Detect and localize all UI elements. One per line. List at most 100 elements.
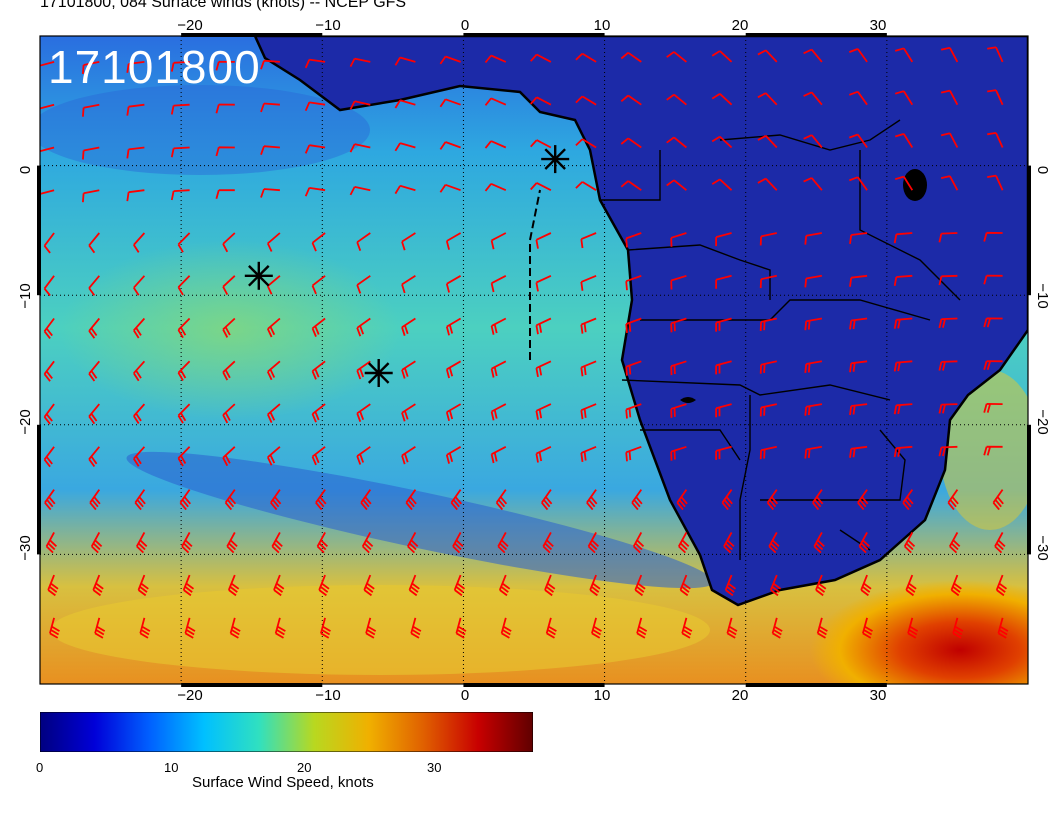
left-tick-labels: 0 −10 −20 −30 [17, 166, 34, 561]
wind-barb [484, 97, 507, 106]
wind-barb [987, 174, 1004, 191]
wind-barb [631, 489, 643, 511]
wind-barb [586, 489, 598, 511]
top-tick-label: −10 [315, 17, 340, 34]
wind-barb [401, 403, 416, 422]
wind-barb [401, 317, 416, 336]
wind-barb [490, 403, 507, 421]
wind-barb [315, 489, 327, 511]
wind-barb [676, 489, 688, 511]
wind-barb [215, 146, 235, 157]
wind-barb [666, 51, 687, 63]
wind-barb [893, 360, 913, 372]
wind-barb [759, 403, 777, 417]
wind-barb [356, 275, 371, 294]
wind-barb [88, 446, 100, 468]
bottom-tick-label: 20 [732, 687, 749, 700]
colorbar-gradient [39, 711, 534, 753]
wind-barb [133, 232, 146, 253]
wind-barb [625, 232, 642, 248]
wind-barb [349, 143, 371, 153]
wind-barb [177, 446, 191, 467]
wind-barb [139, 617, 151, 639]
left-tick-label: 0 [17, 166, 34, 174]
colorbar-title: Surface Wind Speed, knots [192, 774, 374, 791]
map-panel: −20 −10 0 10 20 30 −20 −10 0 10 20 30 0 … [17, 17, 1051, 700]
wind-barb [715, 317, 732, 332]
map-title: 17101800, 084 Surface winds (knots) -- N… [40, 0, 407, 11]
wind-barb [541, 489, 553, 511]
wind-barb [952, 617, 964, 639]
wind-barb [893, 232, 913, 244]
wind-barb [759, 360, 777, 374]
right-tick-labels: 0 −10 −20 −30 [1034, 166, 1051, 561]
wind-barb [133, 275, 146, 296]
wind-barb [179, 489, 191, 511]
wind-barb [715, 360, 732, 375]
wind-barb [356, 446, 371, 465]
wind-barb [940, 175, 959, 191]
wind-barb [535, 403, 552, 420]
wind-barb [862, 617, 873, 639]
frame-tick-bars [37, 33, 1031, 687]
wind-barb [90, 531, 103, 554]
wind-barb [670, 317, 687, 333]
calm-band [126, 451, 714, 589]
wind-barb [490, 360, 507, 378]
left-tick-label: −20 [17, 409, 34, 434]
wind-barb [445, 317, 462, 336]
wind-barb [394, 99, 416, 109]
wind-barb [815, 574, 827, 597]
wind-barb [445, 403, 462, 422]
wind-barb [229, 617, 241, 639]
frame-tick-bar [463, 33, 605, 37]
wind-barb [903, 531, 916, 554]
storm-marker-icon [244, 261, 273, 290]
wind-barb [535, 274, 552, 292]
wind-barb [184, 617, 196, 639]
wind-barb [894, 133, 914, 148]
left-tick-label: −10 [17, 283, 34, 308]
wind-barb [535, 317, 552, 335]
wind-barb [625, 403, 642, 419]
wind-barb [311, 275, 326, 295]
wind-barb [715, 445, 732, 460]
wind-barb [724, 574, 737, 597]
wind-barb [530, 53, 552, 63]
wind-barb [670, 274, 687, 290]
wind-barb [227, 574, 240, 597]
wind-barb [894, 47, 914, 63]
wind-barb [126, 189, 145, 202]
wind-barb [215, 103, 235, 114]
wind-barb [88, 275, 100, 296]
wind-barb [575, 52, 597, 63]
wind-barb [407, 531, 419, 554]
wind-barb [394, 184, 416, 195]
wind-barb [938, 232, 958, 243]
wind-barb [136, 531, 148, 554]
wind-barb [40, 146, 55, 153]
wind-barb [360, 489, 372, 511]
top-tick-label: −20 [177, 17, 202, 34]
wind-barb [893, 403, 913, 415]
wind-barb [893, 445, 913, 458]
wind-barb [938, 445, 958, 457]
bottom-tick-label: −10 [315, 687, 340, 700]
wind-barb [439, 141, 461, 150]
right-tick-label: −30 [1034, 535, 1051, 560]
high-wind-spot [810, 580, 1028, 684]
wind-barb [940, 89, 959, 106]
wind-barb [181, 531, 193, 554]
wind-barb [484, 182, 507, 192]
wind-barb [94, 617, 106, 639]
top-tick-label: 10 [594, 17, 611, 34]
wind-barb [133, 446, 146, 467]
bottom-tick-label: 0 [461, 687, 469, 700]
wind-barb [311, 446, 326, 466]
wind-barb [133, 317, 146, 339]
wind-barb [804, 445, 823, 459]
wind-barb [625, 317, 642, 333]
wind-barb [43, 403, 55, 425]
wind-barb [848, 90, 868, 106]
wind-barb [575, 95, 597, 106]
